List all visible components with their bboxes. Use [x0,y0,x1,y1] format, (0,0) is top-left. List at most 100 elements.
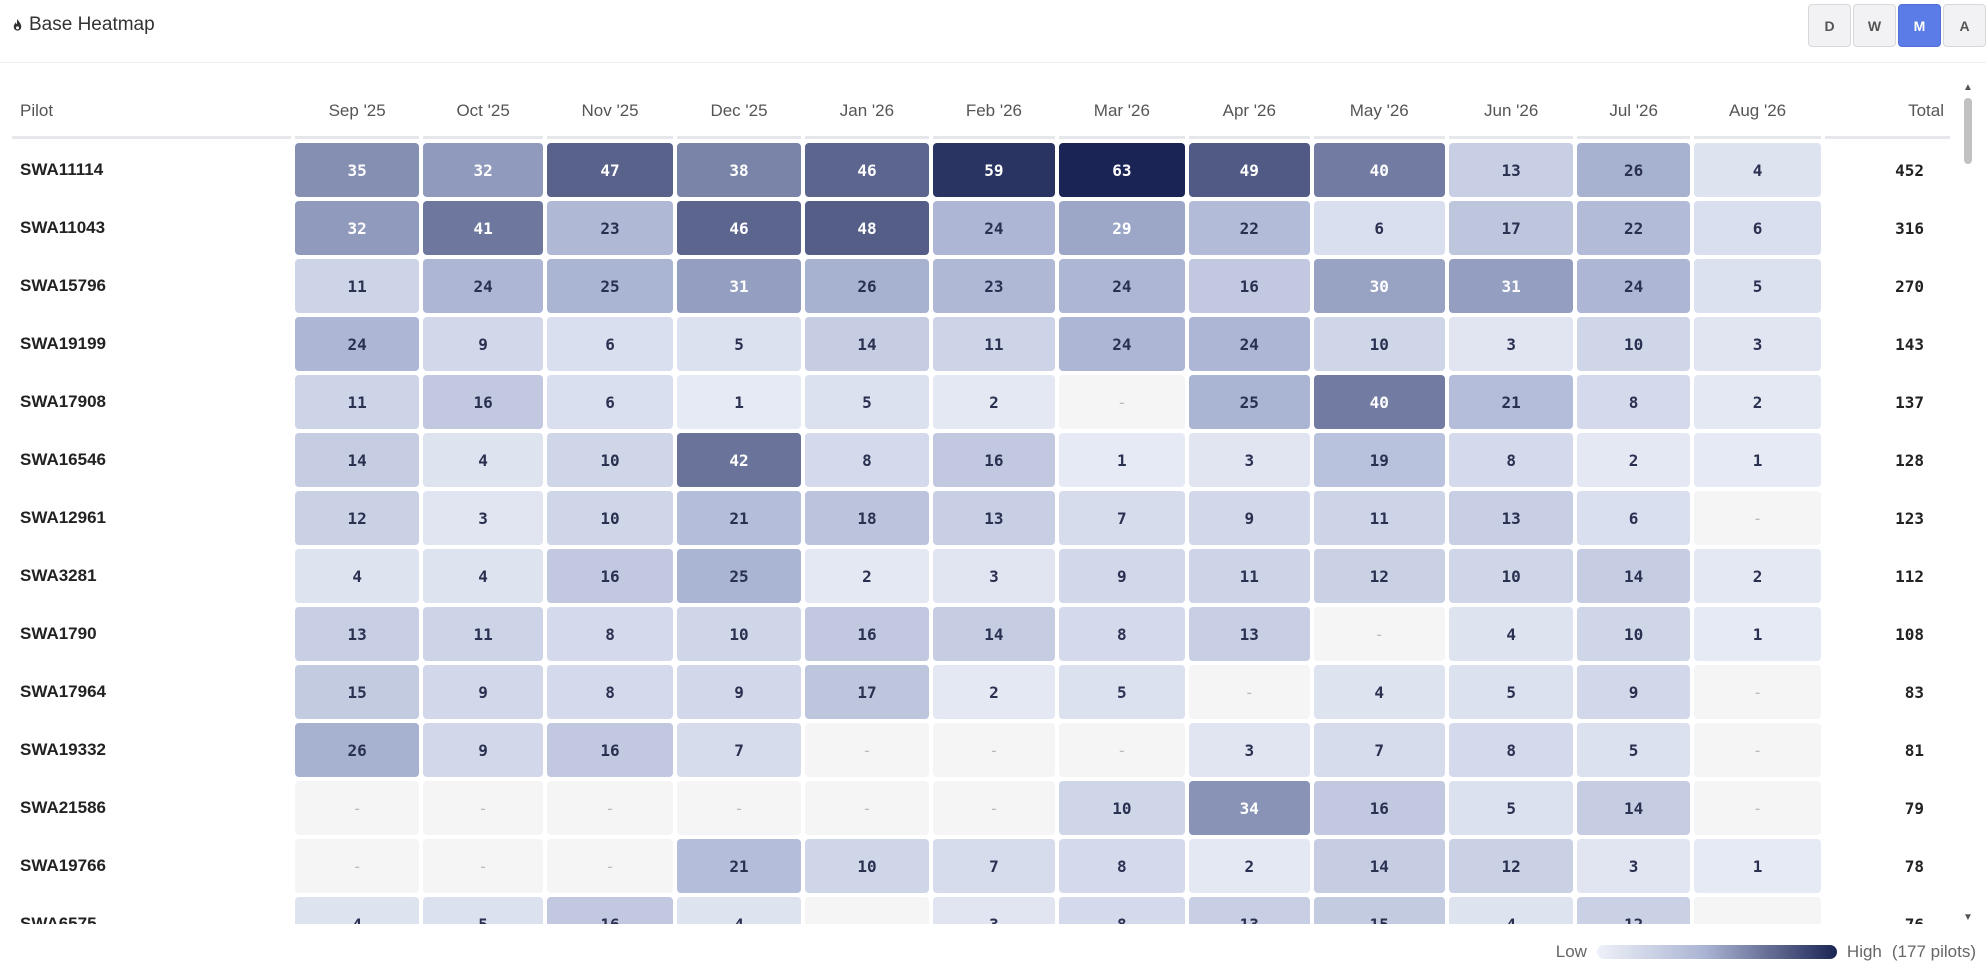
heatmap-cell[interactable]: 24 [1058,259,1186,313]
view-month-button[interactable]: M [1898,4,1941,47]
heatmap-cell[interactable]: 2 [1693,549,1822,603]
heatmap-cell[interactable]: 5 [1058,665,1186,719]
heatmap-cell[interactable]: - [933,781,1055,835]
heatmap-cell[interactable]: 8 [1058,607,1186,661]
view-day-button[interactable]: D [1808,4,1851,47]
heatmap-cell[interactable]: - [1693,723,1822,777]
heatmap-cell[interactable]: 2 [1693,375,1822,429]
heatmap-cell[interactable]: 5 [1448,665,1574,719]
heatmap-cell[interactable]: 38 [677,143,801,197]
heatmap-cell[interactable]: 10 [1448,549,1574,603]
heatmap-cell[interactable]: 25 [546,259,674,313]
heatmap-cell[interactable]: 16 [546,549,674,603]
heatmap-cell[interactable]: 16 [804,607,930,661]
heatmap-cell[interactable]: 14 [933,607,1055,661]
heatmap-cell[interactable]: 10 [1577,317,1690,371]
heatmap-cell[interactable]: 25 [677,549,801,603]
heatmap-cell[interactable]: 10 [1313,317,1445,371]
vertical-scrollbar[interactable]: ▲ ▼ [1962,82,1974,924]
heatmap-cell[interactable]: 19 [1313,433,1445,487]
heatmap-cell[interactable]: 6 [1313,201,1445,255]
pilot-id[interactable]: SWA12961 [20,508,106,527]
heatmap-cell[interactable]: 9 [1577,665,1690,719]
heatmap-cell[interactable]: 3 [1693,317,1822,371]
column-header-month[interactable]: Jan '26 [804,86,930,139]
heatmap-cell[interactable]: 4 [1313,665,1445,719]
heatmap-cell[interactable]: 40 [1313,375,1445,429]
heatmap-cell[interactable]: 9 [423,665,543,719]
column-header-month[interactable]: Mar '26 [1058,86,1186,139]
heatmap-cell[interactable]: 11 [294,259,420,313]
heatmap-cell[interactable]: - [1693,665,1822,719]
heatmap-cell[interactable]: 3 [1189,433,1310,487]
column-header-month[interactable]: Sep '25 [294,86,420,139]
heatmap-cell[interactable]: - [546,781,674,835]
pilot-id[interactable]: SWA17908 [20,392,106,411]
column-header-month[interactable]: Jun '26 [1448,86,1574,139]
heatmap-cell[interactable]: 46 [677,201,801,255]
heatmap-cell[interactable]: 8 [1058,839,1186,893]
heatmap-cell[interactable]: 21 [677,491,801,545]
heatmap-cell[interactable]: 2 [804,549,930,603]
heatmap-cell[interactable]: 16 [546,723,674,777]
pilot-id[interactable]: SWA19766 [20,856,106,875]
heatmap-cell[interactable]: - [804,723,930,777]
pilot-id[interactable]: SWA11043 [20,218,106,237]
heatmap-cell[interactable]: 10 [677,607,801,661]
heatmap-cell[interactable]: 15 [1313,897,1445,924]
heatmap-cell[interactable]: 7 [677,723,801,777]
heatmap-cell[interactable]: 4 [1448,897,1574,924]
heatmap-cell[interactable]: - [1313,607,1445,661]
column-header-month[interactable]: Oct '25 [423,86,543,139]
heatmap-cell[interactable]: 2 [933,665,1055,719]
view-week-button[interactable]: W [1853,4,1896,47]
heatmap-cell[interactable]: 26 [804,259,930,313]
heatmap-cell[interactable]: 24 [933,201,1055,255]
pilot-id[interactable]: SWA17964 [20,682,106,701]
heatmap-cell[interactable]: 5 [677,317,801,371]
heatmap-scroll-area[interactable]: Pilot Sep '25 Oct '25 Nov '25 Dec '25 Jan '2… [12,82,1954,924]
heatmap-cell[interactable]: 6 [546,375,674,429]
heatmap-cell[interactable]: 1 [677,375,801,429]
heatmap-cell[interactable]: 4 [423,433,543,487]
pilot-id[interactable]: SWA16546 [20,450,106,469]
heatmap-cell[interactable]: 8 [1577,375,1690,429]
heatmap-cell[interactable]: 7 [1313,723,1445,777]
heatmap-cell[interactable]: 10 [546,491,674,545]
heatmap-cell[interactable]: - [294,839,420,893]
heatmap-cell[interactable]: 49 [1189,143,1310,197]
heatmap-cell[interactable]: 6 [1577,491,1690,545]
heatmap-cell[interactable]: 31 [677,259,801,313]
heatmap-cell[interactable]: 35 [294,143,420,197]
heatmap-cell[interactable]: 32 [423,143,543,197]
heatmap-cell[interactable]: 46 [804,143,930,197]
heatmap-cell[interactable]: 3 [1448,317,1574,371]
heatmap-cell[interactable]: 40 [1313,143,1445,197]
column-header-month[interactable]: May '26 [1313,86,1445,139]
column-header-month[interactable]: Nov '25 [546,86,674,139]
heatmap-cell[interactable]: 18 [804,491,930,545]
heatmap-cell[interactable]: 24 [294,317,420,371]
view-all-button[interactable]: A [1943,4,1986,47]
heatmap-cell[interactable]: 24 [1577,259,1690,313]
heatmap-cell[interactable]: 30 [1313,259,1445,313]
heatmap-cell[interactable]: 47 [546,143,674,197]
heatmap-cell[interactable]: 16 [546,897,674,924]
scroll-up-icon[interactable]: ▲ [1963,82,1973,93]
heatmap-cell[interactable]: 12 [294,491,420,545]
heatmap-cell[interactable]: - [804,781,930,835]
heatmap-cell[interactable]: 11 [933,317,1055,371]
heatmap-cell[interactable]: 24 [1058,317,1186,371]
heatmap-cell[interactable]: 21 [1448,375,1574,429]
heatmap-cell[interactable]: 14 [294,433,420,487]
heatmap-cell[interactable]: 63 [1058,143,1186,197]
heatmap-cell[interactable]: 7 [933,839,1055,893]
heatmap-cell[interactable]: 41 [423,201,543,255]
heatmap-cell[interactable]: 1 [1693,433,1822,487]
heatmap-cell[interactable]: 8 [1448,433,1574,487]
heatmap-cell[interactable]: 13 [1448,143,1574,197]
heatmap-cell[interactable]: 11 [1189,549,1310,603]
heatmap-cell[interactable]: 11 [1313,491,1445,545]
heatmap-cell[interactable]: 14 [1577,781,1690,835]
heatmap-cell[interactable]: 1 [1693,839,1822,893]
